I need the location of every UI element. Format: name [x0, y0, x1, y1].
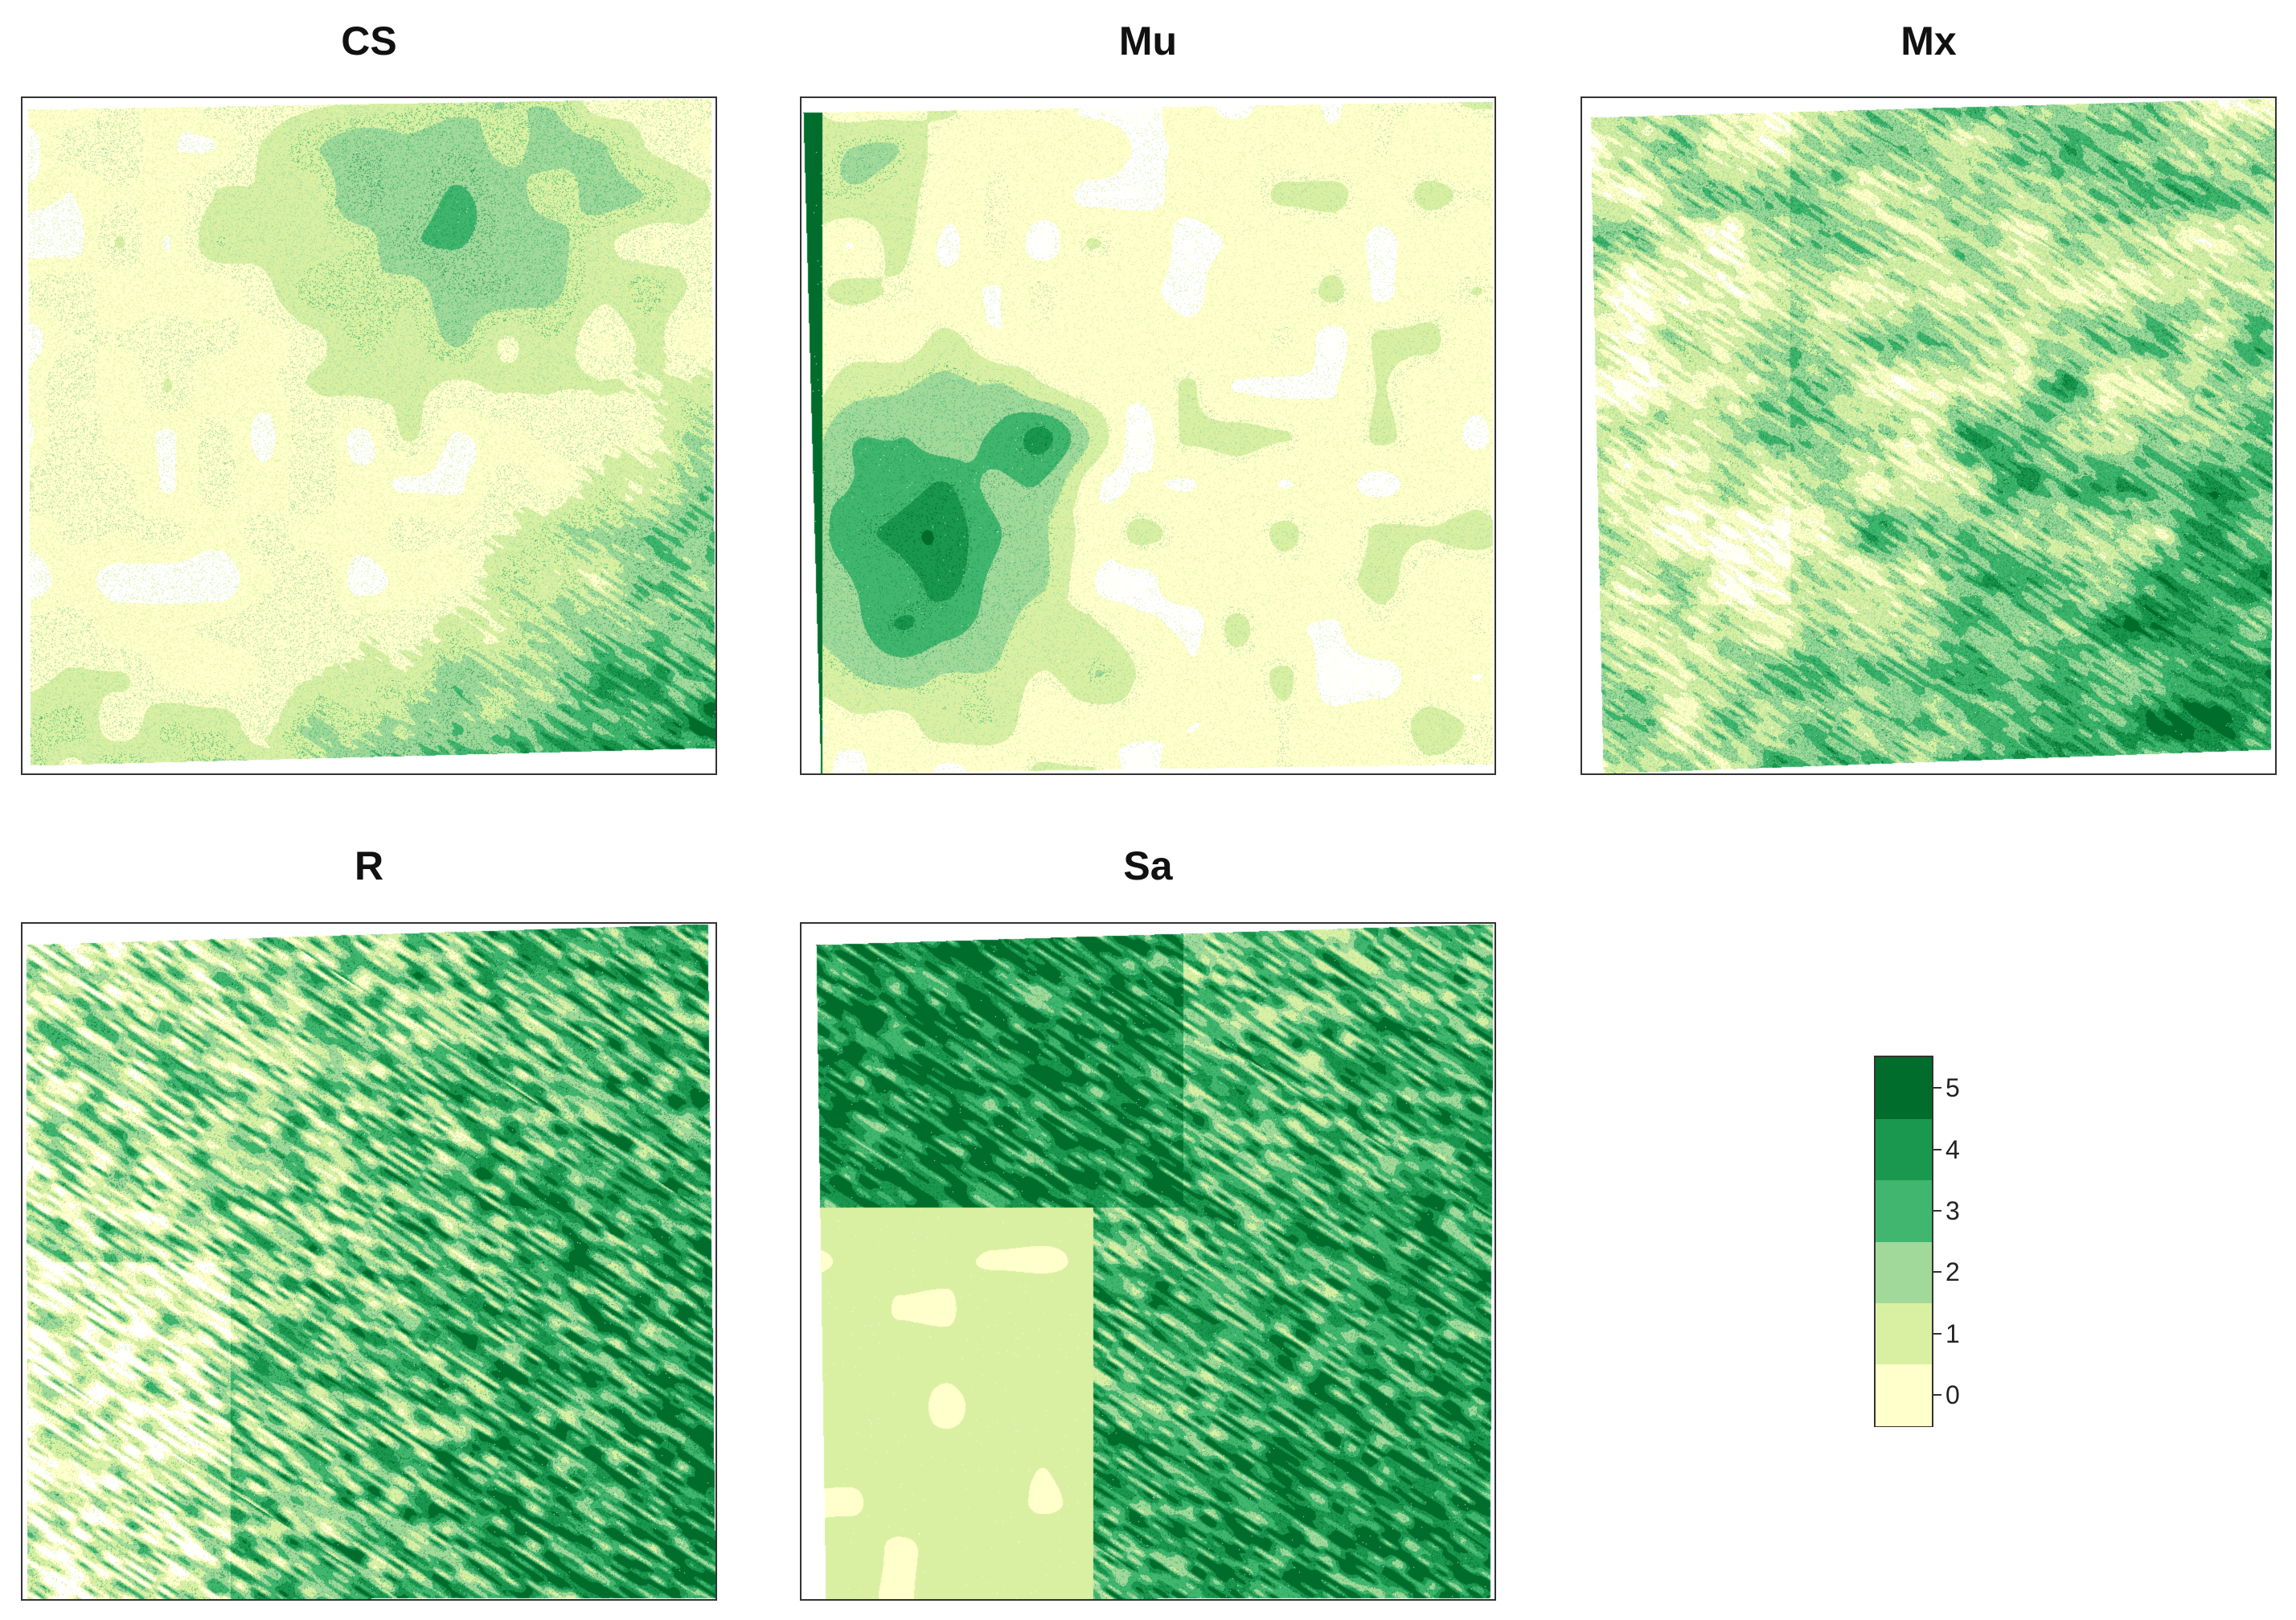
heatmap-canvas-mu	[802, 98, 1494, 773]
legend-tick-1	[1933, 1332, 1941, 1335]
legend-swatch-4	[1876, 1118, 1932, 1181]
panel-sa	[800, 922, 1496, 1601]
legend-tick-5	[1933, 1087, 1941, 1089]
legend-swatch-5	[1876, 1057, 1932, 1119]
legend-swatch-3	[1876, 1179, 1932, 1242]
legend-tick-2	[1933, 1271, 1941, 1273]
legend-label-5: 5	[1945, 1073, 1960, 1103]
panel-title-mu: Mu	[1118, 18, 1178, 64]
legend-label-4: 4	[1945, 1134, 1960, 1164]
legend-swatch-0	[1876, 1364, 1932, 1426]
heatmap-canvas-sa	[802, 924, 1494, 1599]
legend-swatch-1	[1876, 1302, 1932, 1365]
legend-tick-0	[1933, 1393, 1941, 1396]
panel-title-cs: CS	[341, 18, 397, 64]
panel-cs	[21, 96, 717, 775]
panel-title-mx: Mx	[1900, 18, 1957, 64]
legend-tick-4	[1933, 1148, 1941, 1150]
legend-label-0: 0	[1945, 1380, 1960, 1409]
legend-label-3: 3	[1945, 1196, 1960, 1225]
panel-title-sa: Sa	[1123, 843, 1173, 888]
legend-swatch-2	[1876, 1241, 1932, 1303]
panel-title-r: R	[354, 843, 384, 888]
panel-r	[21, 922, 717, 1601]
panel-mx	[1581, 96, 2277, 775]
heatmap-canvas-mx	[1582, 98, 2275, 773]
legend-label-1: 1	[1945, 1319, 1960, 1348]
legend-label-2: 2	[1945, 1257, 1960, 1287]
color-legend	[1874, 1056, 1933, 1427]
heatmap-canvas-r	[23, 924, 715, 1599]
heatmap-canvas-cs	[23, 98, 715, 773]
legend-tick-3	[1933, 1209, 1941, 1212]
panel-mu	[800, 96, 1496, 775]
